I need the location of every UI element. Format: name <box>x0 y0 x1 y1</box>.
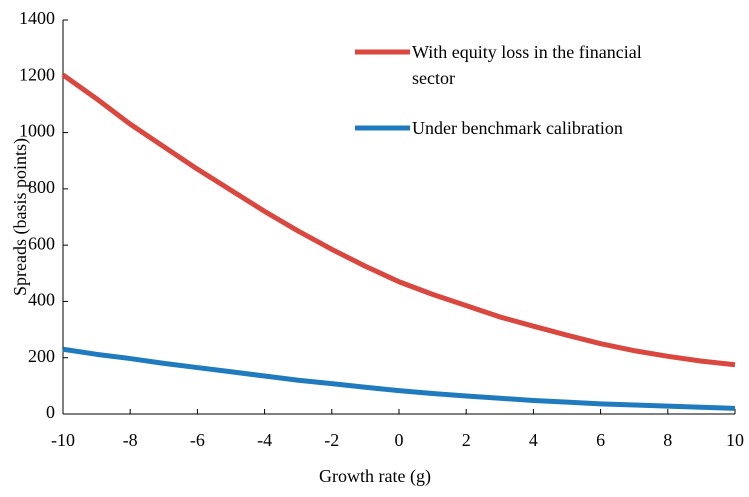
y-tick-label: 1400 <box>19 8 55 28</box>
y-tick-label: 800 <box>28 177 55 197</box>
x-tick-label: 2 <box>462 430 471 450</box>
y-tick-label: 200 <box>28 346 55 366</box>
y-axis-label: Spreads (basis points) <box>10 138 31 296</box>
y-tick-label: 400 <box>28 290 55 310</box>
x-axis-label: Growth rate (g) <box>319 466 431 487</box>
y-tick-label: 600 <box>28 233 55 253</box>
x-tick-label: -6 <box>190 430 205 450</box>
y-tick-label: 1200 <box>19 64 55 84</box>
x-tick-label: 0 <box>395 430 404 450</box>
series-line <box>62 346 736 411</box>
x-tick-label: -2 <box>324 430 339 450</box>
x-tick-label: -8 <box>123 430 138 450</box>
series-line <box>61 72 736 368</box>
y-tick-label: 0 <box>46 402 55 422</box>
x-tick-label: -4 <box>257 430 272 450</box>
legend-label: With equity loss in the financial sector <box>412 42 642 88</box>
x-tick-label: 10 <box>726 430 744 450</box>
x-tick-label: 4 <box>529 430 538 450</box>
y-tick-label: 1000 <box>19 121 55 141</box>
x-tick-label: -10 <box>51 430 75 450</box>
legend-label: Under benchmark calibration <box>412 118 623 138</box>
x-tick-label: 8 <box>663 430 672 450</box>
x-tick-label: 6 <box>596 430 605 450</box>
